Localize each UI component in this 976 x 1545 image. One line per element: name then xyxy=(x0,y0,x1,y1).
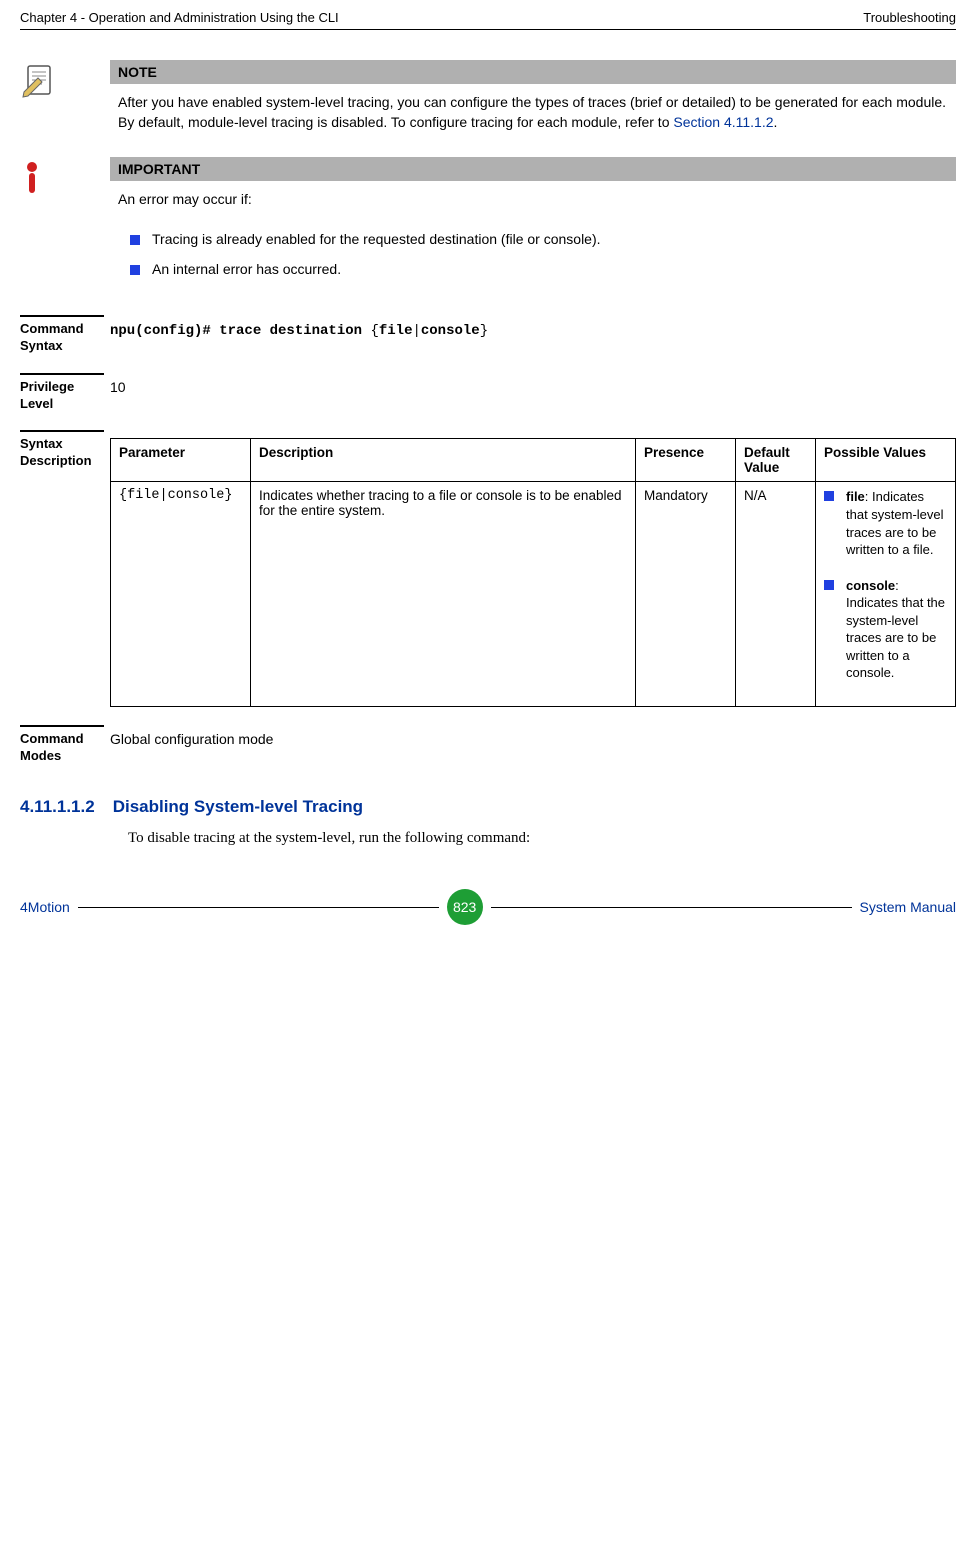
value-bold: console xyxy=(846,578,895,593)
col-description: Description xyxy=(251,439,636,482)
syntax-label: Syntax Description xyxy=(20,430,110,470)
command-syntax-row: Command Syntax npu(config)# trace destin… xyxy=(20,315,956,355)
header-rule xyxy=(20,29,956,30)
table-row: {file|console} Indicates whether tracing… xyxy=(111,482,956,706)
section-body: To disable tracing at the system-level, … xyxy=(128,827,956,850)
note-icon xyxy=(20,60,110,133)
page-number-badge: 823 xyxy=(447,889,483,925)
command-syntax-braces: file xyxy=(379,323,413,339)
cell-values: file: Indicates that system-level traces… xyxy=(816,482,956,706)
footer-rule-left xyxy=(78,907,439,908)
command-syntax-prefix: npu(config)# trace destination xyxy=(110,323,370,339)
header-right: Troubleshooting xyxy=(863,10,956,25)
important-block: IMPORTANT An error may occur if: Tracing… xyxy=(20,157,956,291)
col-presence: Presence xyxy=(636,439,736,482)
footer-rule-right xyxy=(491,907,852,908)
privilege-row: Privilege Level 10 xyxy=(20,373,956,413)
privilege-value: 10 xyxy=(110,373,956,395)
important-intro: An error may occur if: xyxy=(110,189,956,209)
syntax-table: Parameter Description Presence Default V… xyxy=(110,438,956,706)
note-link[interactable]: Section 4.11.1.2 xyxy=(673,114,773,130)
privilege-label: Privilege Level xyxy=(20,373,110,413)
cell-presence: Mandatory xyxy=(636,482,736,706)
square-bullet-icon xyxy=(824,491,834,501)
command-syntax-label: Command Syntax xyxy=(20,315,110,355)
important-bullet-text: Tracing is already enabled for the reque… xyxy=(152,231,601,247)
section-title: Disabling System-level Tracing xyxy=(113,797,363,816)
syntax-row: Syntax Description Parameter Description… xyxy=(20,430,956,706)
cell-default: N/A xyxy=(736,482,816,706)
note-text: After you have enabled system-level trac… xyxy=(110,92,956,133)
note-title: NOTE xyxy=(110,60,956,84)
value-rest: : Indicates that the system-level traces… xyxy=(846,578,945,681)
footer-left: 4Motion xyxy=(20,899,70,915)
command-modes-label: Command Modes xyxy=(20,725,110,765)
command-modes-row: Command Modes Global configuration mode xyxy=(20,725,956,765)
note-block: NOTE After you have enabled system-level… xyxy=(20,60,956,133)
important-bullet-text: An internal error has occurred. xyxy=(152,261,341,277)
square-bullet-icon xyxy=(130,265,140,275)
section-heading: 4.11.1.1.2 Disabling System-level Tracing xyxy=(20,797,956,817)
cell-desc: Indicates whether tracing to a file or c… xyxy=(251,482,636,706)
table-header-row: Parameter Description Presence Default V… xyxy=(111,439,956,482)
col-default: Default Value xyxy=(736,439,816,482)
important-title: IMPORTANT xyxy=(110,157,956,181)
square-bullet-icon xyxy=(130,235,140,245)
footer-right: System Manual xyxy=(860,899,956,915)
important-icon xyxy=(20,157,110,291)
note-text-before: After you have enabled system-level trac… xyxy=(118,94,946,130)
square-bullet-icon xyxy=(824,580,834,590)
important-bullet: Tracing is already enabled for the reque… xyxy=(130,231,948,247)
important-bullet: An internal error has occurred. xyxy=(130,261,948,277)
cell-param: {file|console} xyxy=(111,482,251,706)
note-text-after: . xyxy=(774,114,778,130)
col-parameter: Parameter xyxy=(111,439,251,482)
value-bold: file xyxy=(846,489,865,504)
footer: 4Motion 823 System Manual xyxy=(20,889,956,925)
section-num: 4.11.1.1.2 xyxy=(20,797,95,816)
command-modes-value: Global configuration mode xyxy=(110,725,956,747)
header-left: Chapter 4 - Operation and Administration… xyxy=(20,10,339,25)
col-possible: Possible Values xyxy=(816,439,956,482)
